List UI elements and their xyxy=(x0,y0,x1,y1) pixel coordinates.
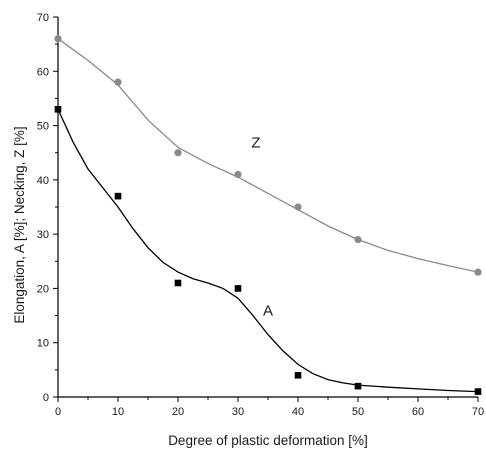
y-tick-label-5: 50 xyxy=(37,121,49,133)
series-z-label: Z xyxy=(251,134,260,151)
series-z-point-4 xyxy=(294,203,302,211)
x-tick-label-5: 50 xyxy=(352,406,364,418)
series-a-label: A xyxy=(263,303,273,320)
y-tick-label-2: 20 xyxy=(37,283,49,295)
x-tick-label-0: 0 xyxy=(55,406,61,418)
series-a-point-2 xyxy=(174,279,182,287)
series-z-point-1 xyxy=(114,78,122,86)
series-a-point-1 xyxy=(114,192,122,200)
x-tick-label-2: 20 xyxy=(172,406,184,418)
series-z-point-2 xyxy=(174,149,182,157)
y-axis-title: Elongation, A [%]; Necking, Z [%] xyxy=(12,126,27,323)
y-tick-label-3: 30 xyxy=(37,229,49,241)
series-a-point-6 xyxy=(474,388,482,395)
series-z-point-3 xyxy=(234,170,242,179)
series-z-curve xyxy=(57,38,479,273)
series-a-curve xyxy=(57,109,479,393)
y-tick-label-1: 10 xyxy=(37,338,49,350)
x-tick-label-7: 70 xyxy=(472,406,484,418)
y-tick-label-7: 70 xyxy=(37,12,49,24)
series-z-point-6 xyxy=(474,268,482,276)
series-a-point-3 xyxy=(234,285,242,292)
y-tick-label-6: 60 xyxy=(37,66,49,78)
y-tick-label-4: 40 xyxy=(37,175,49,187)
series-a-point-5 xyxy=(354,382,362,390)
x-tick-label-6: 60 xyxy=(412,406,424,418)
series-a-point-4 xyxy=(294,371,302,379)
series-z-point-5 xyxy=(354,235,362,244)
series-a-point-0 xyxy=(54,105,62,113)
x-tick-label-4: 40 xyxy=(292,406,304,418)
series-z-point-0 xyxy=(54,35,62,43)
y-tick-label-0: 0 xyxy=(43,392,49,404)
x-tick-label-3: 30 xyxy=(232,406,244,418)
x-tick-label-1: 10 xyxy=(112,406,124,418)
x-axis-title: Degree of plastic deformation [%] xyxy=(168,433,368,448)
